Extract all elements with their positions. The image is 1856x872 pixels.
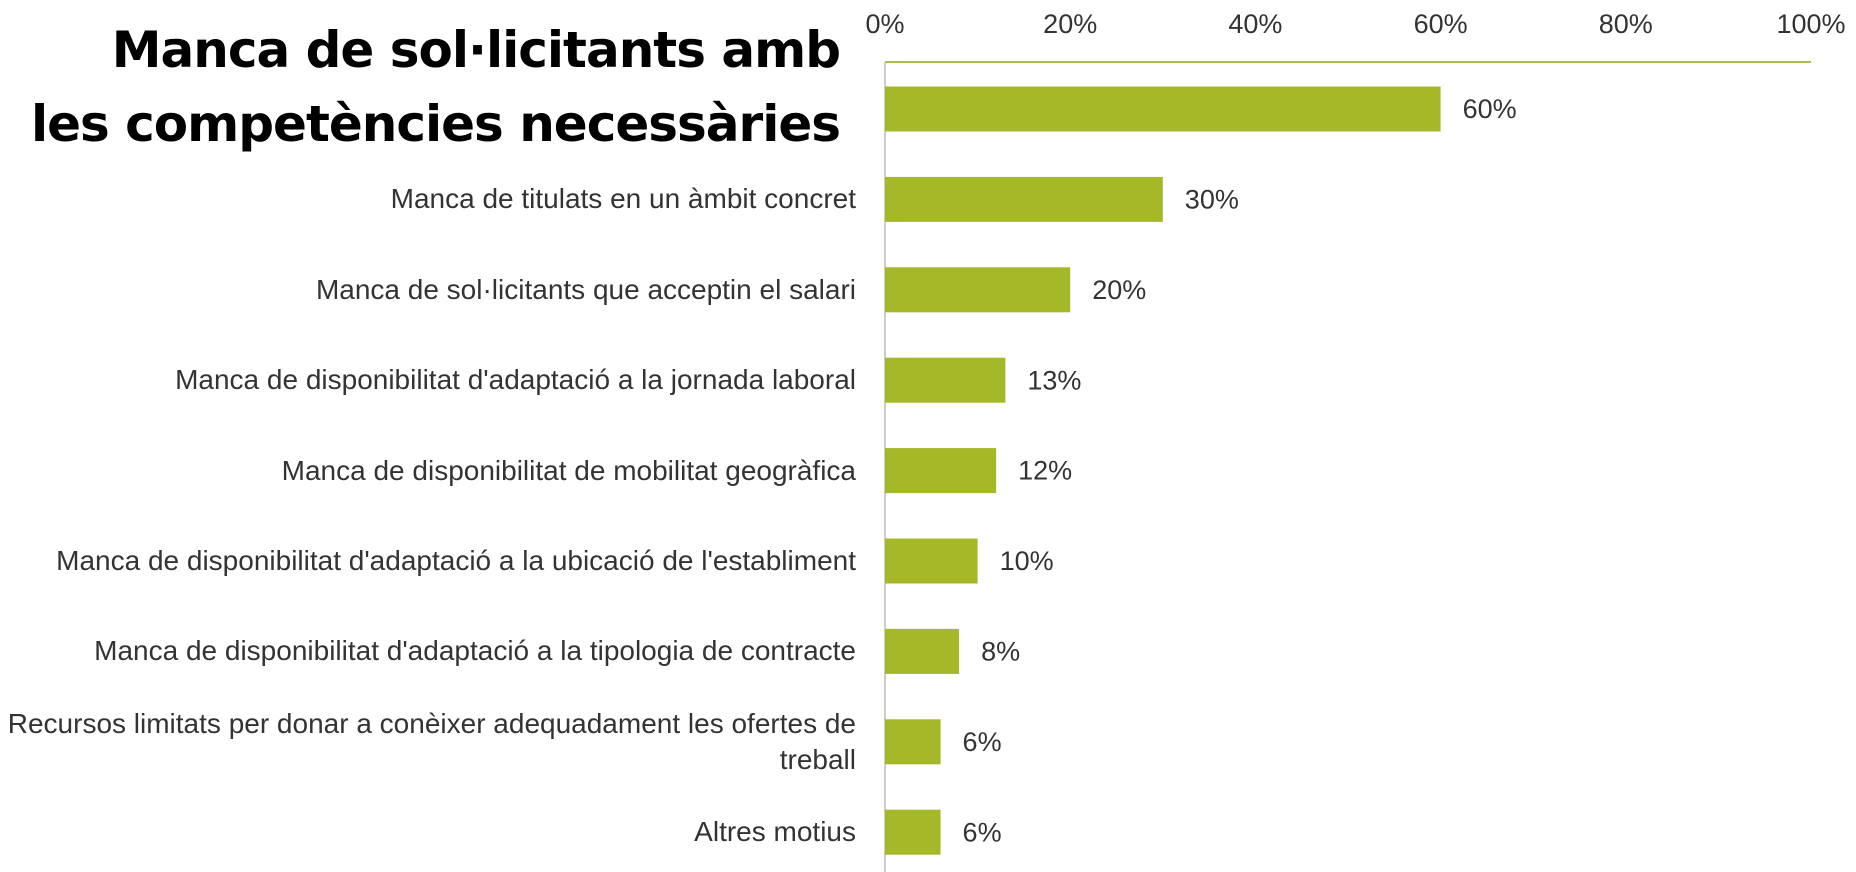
value-label: 13% xyxy=(1027,365,1081,395)
bar xyxy=(885,719,941,765)
bar xyxy=(885,267,1071,313)
x-tick-label: 100% xyxy=(1776,9,1845,39)
bar xyxy=(885,357,1006,403)
bar xyxy=(885,809,941,855)
bar xyxy=(885,628,960,674)
value-label: 6% xyxy=(963,817,1002,847)
x-tick-label: 40% xyxy=(1228,9,1282,39)
category-label: Manca de sol·licitants que acceptin el s… xyxy=(315,273,856,305)
value-label: 30% xyxy=(1185,185,1239,215)
value-label: 12% xyxy=(1018,456,1072,486)
category-label: Manca de titulats en un àmbit concret xyxy=(390,183,856,215)
value-label: 20% xyxy=(1092,275,1146,305)
bar xyxy=(885,86,1441,132)
value-label: 60% xyxy=(1463,94,1517,124)
category-label: Manca de disponibilitat d'adaptació a la… xyxy=(56,545,856,576)
x-tick-label: 60% xyxy=(1414,9,1468,39)
x-tick-label: 20% xyxy=(1043,9,1097,39)
bar xyxy=(885,176,1163,222)
category-label: Recursos limitats per donar a conèixer a… xyxy=(7,707,856,775)
value-label: 10% xyxy=(1000,546,1054,576)
category-label: Manca de disponibilitat d'adaptació a la… xyxy=(94,635,856,667)
category-label: Manca de disponibilitat de mobilitat geo… xyxy=(281,454,856,486)
bar xyxy=(885,448,997,494)
x-tick-label: 80% xyxy=(1599,9,1653,39)
x-tick-label: 0% xyxy=(865,9,904,39)
bar xyxy=(885,538,978,584)
value-label: 6% xyxy=(963,727,1002,757)
category-label: Altres motius xyxy=(694,816,856,848)
category-label-highlight: Manca de sol·licitants amb les competènc… xyxy=(30,21,841,153)
category-label: Manca de disponibilitat d'adaptació a la… xyxy=(175,364,856,396)
value-label: 8% xyxy=(981,637,1020,667)
